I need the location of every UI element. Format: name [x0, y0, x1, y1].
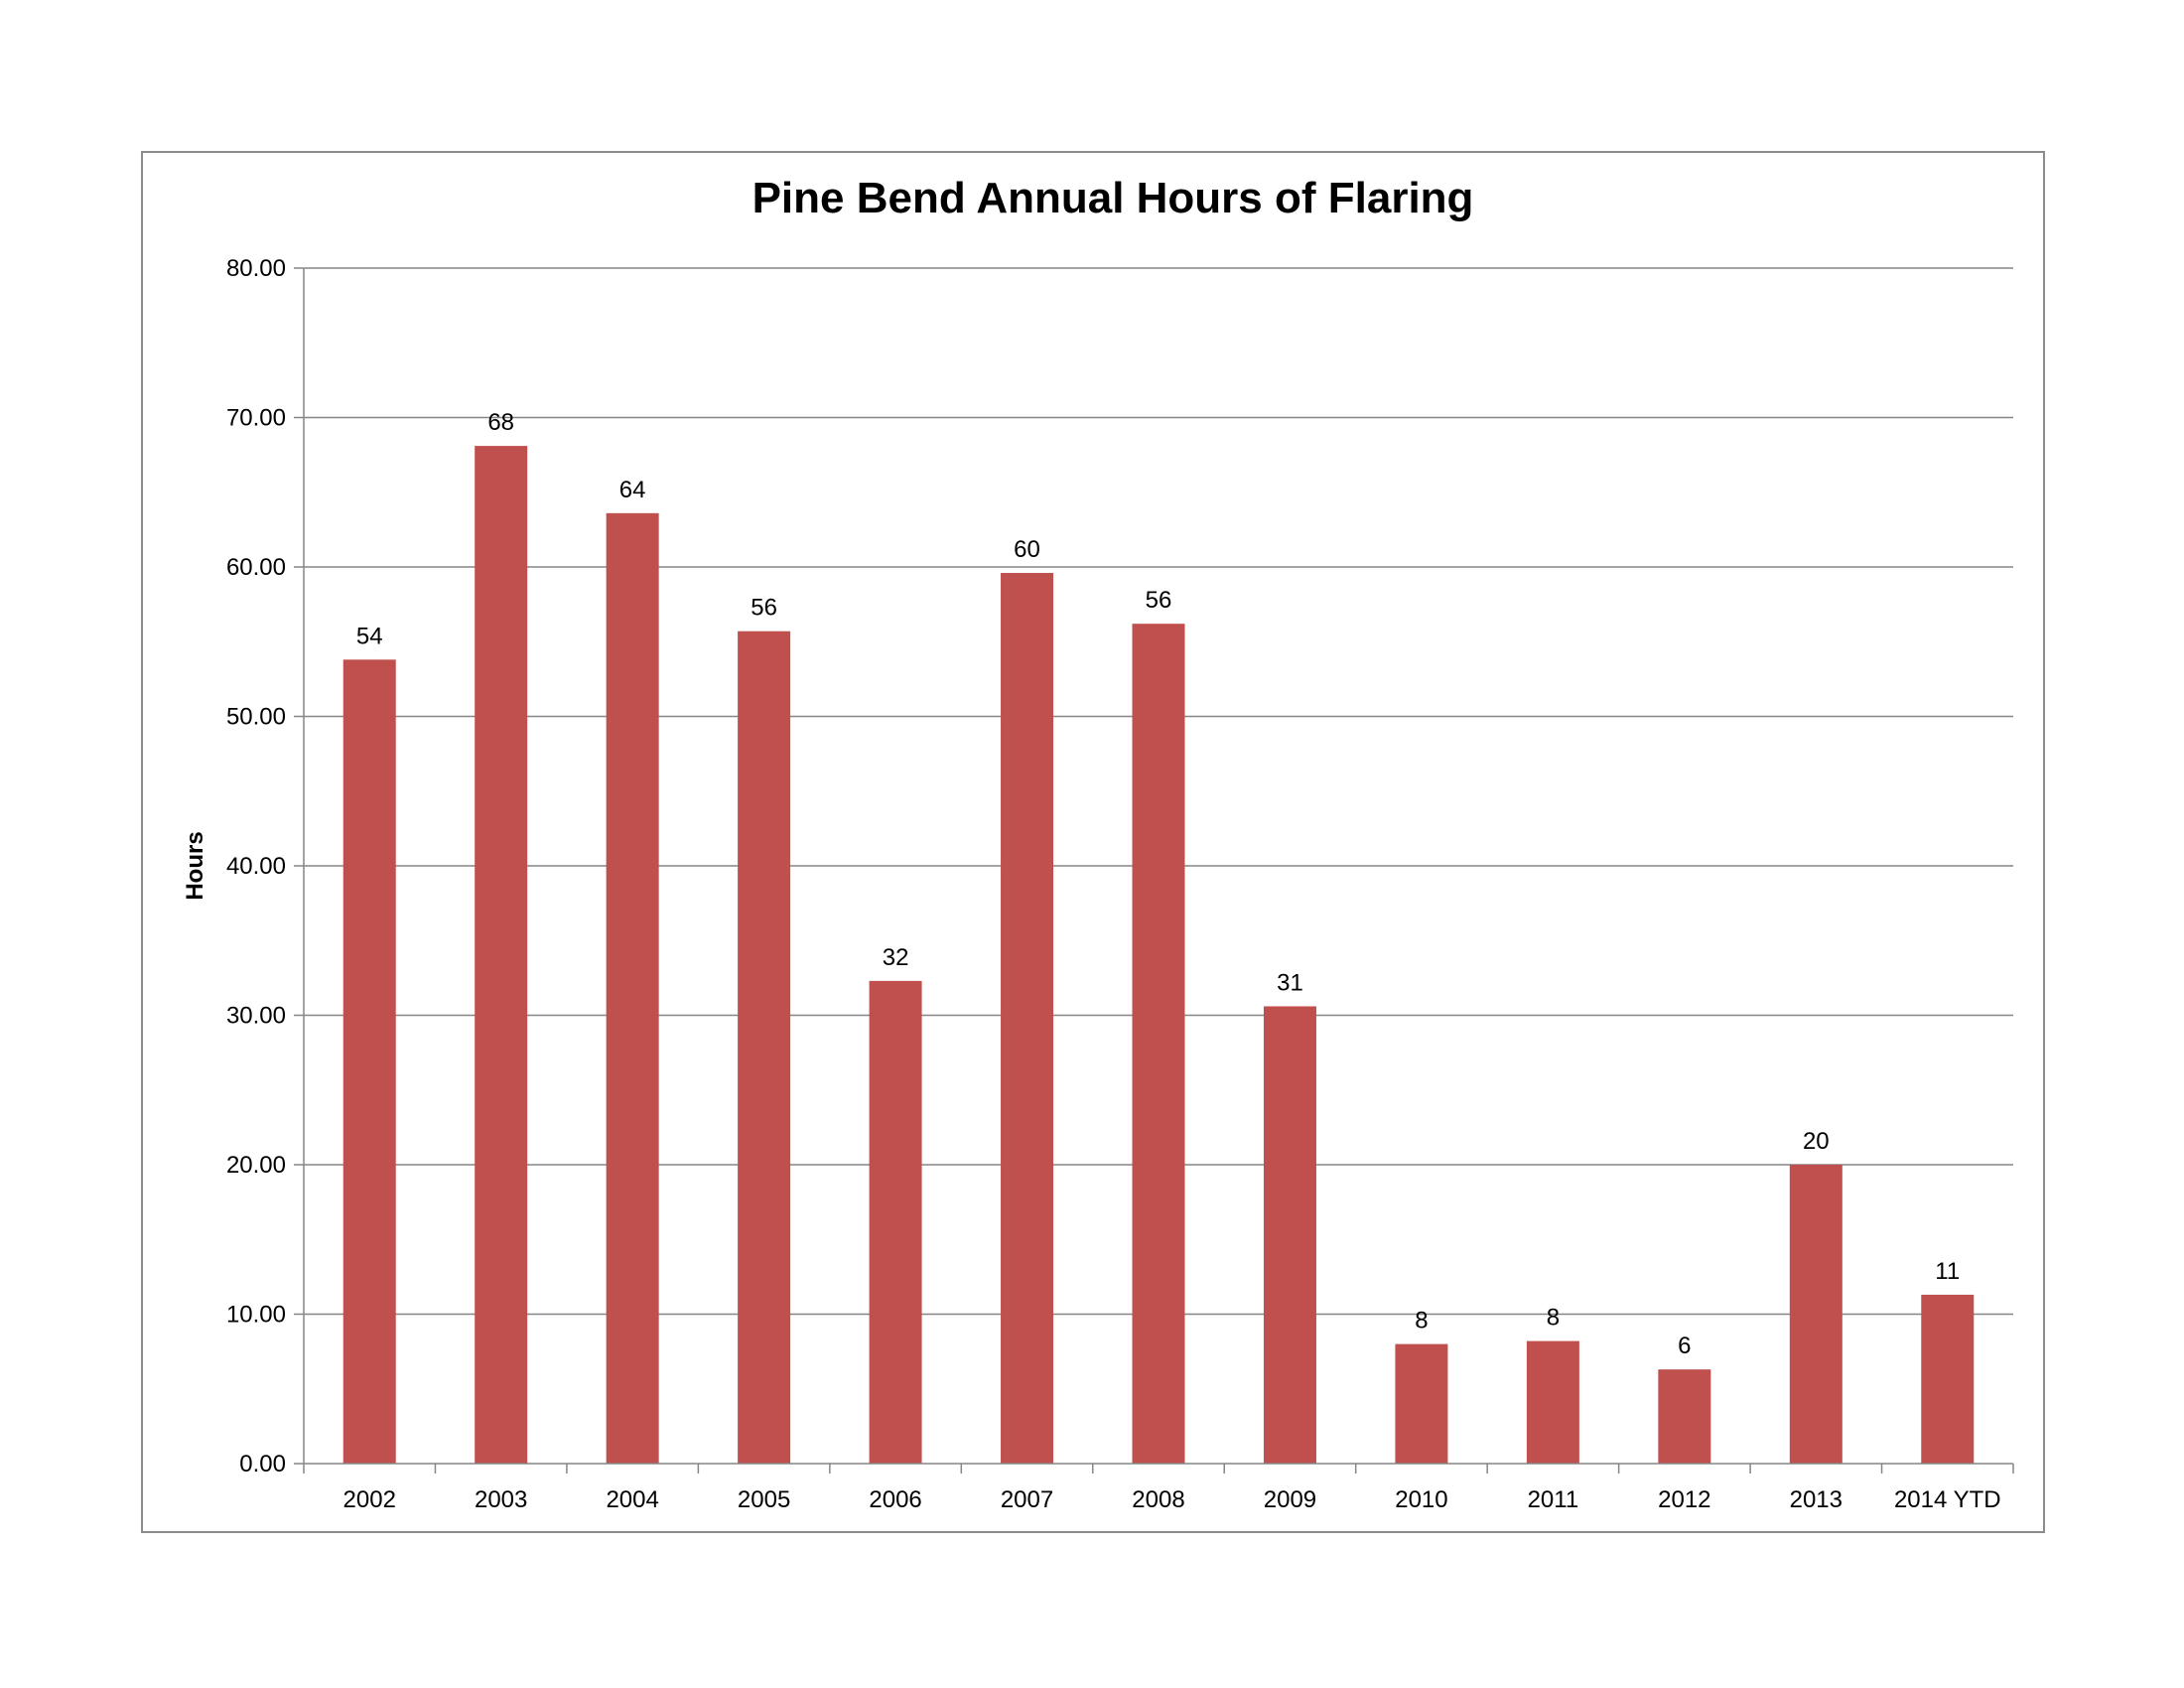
data-label: 32 [883, 944, 909, 971]
data-label: 8 [1547, 1305, 1560, 1332]
data-label: 68 [487, 409, 514, 436]
y-tick-label: 40.00 [226, 853, 286, 880]
bars [342, 446, 1975, 1465]
x-tick-label: 2003 [475, 1486, 527, 1513]
x-tick-labels: 2002 2003 2004 2005 2006 2007 2008 2009 2010 2011… [343, 1486, 2001, 1513]
data-label: 64 [619, 477, 646, 503]
data-label: 20 [1803, 1128, 1830, 1155]
x-tick-label: 2004 [606, 1486, 658, 1513]
bar-2007 [1001, 573, 1054, 1464]
bar-2003 [475, 446, 528, 1465]
y-tick-label: 10.00 [226, 1302, 286, 1329]
bar-2013 [1789, 1165, 1843, 1464]
bar-2011 [1526, 1340, 1579, 1464]
y-axis-title: Hours [182, 831, 208, 900]
bar-2002 [342, 659, 396, 1464]
bar-2014-ytd [1921, 1294, 1975, 1464]
axes [294, 267, 2014, 1474]
bar-2006 [869, 980, 922, 1464]
data-label: 8 [1415, 1308, 1428, 1335]
bar-2010 [1395, 1343, 1448, 1464]
y-tick-label: 0.00 [239, 1451, 286, 1477]
data-labels: 54 68 64 56 32 60 56 31 8 8 6 20 11 [356, 409, 1960, 1359]
bar-2005 [738, 631, 791, 1464]
x-tick-label: 2009 [1264, 1486, 1316, 1513]
bar-2004 [606, 512, 659, 1464]
x-tick-label: 2011 [1528, 1486, 1579, 1513]
data-label: 6 [1678, 1333, 1691, 1359]
y-tick-label: 70.00 [226, 405, 286, 432]
x-tick-label: 2012 [1658, 1486, 1710, 1513]
y-tick-label: 60.00 [226, 554, 286, 581]
data-label: 56 [1146, 587, 1172, 614]
x-tick-label: 2008 [1132, 1486, 1184, 1513]
chart-frame: Pine Bend Annual Hours of Flaring Hours … [141, 151, 2045, 1533]
y-tick-label: 80.00 [226, 255, 286, 282]
y-tick-labels: 0.00 10.00 20.00 30.00 40.00 50.00 60.00 70.00 8… [226, 255, 286, 1477]
x-tick-label: 2002 [343, 1486, 396, 1513]
data-label: 11 [1935, 1258, 1960, 1285]
x-tick-label: 2013 [1790, 1486, 1843, 1513]
x-tick-label: 2010 [1395, 1486, 1447, 1513]
x-tick-label: 2007 [1001, 1486, 1053, 1513]
y-tick-label: 50.00 [226, 704, 286, 731]
data-label: 60 [1014, 536, 1040, 563]
data-label: 54 [356, 623, 383, 649]
data-label: 56 [751, 595, 777, 622]
bar-2012 [1658, 1369, 1711, 1464]
y-tick-label: 20.00 [226, 1152, 286, 1179]
chart-title: Pine Bend Annual Hours of Flaring [752, 174, 1474, 222]
x-tick-label: 2006 [869, 1486, 921, 1513]
x-tick-label: 2005 [738, 1486, 790, 1513]
y-tick-label: 30.00 [226, 1003, 286, 1030]
x-tick-label: 2014 YTD [1894, 1486, 2001, 1513]
data-label: 31 [1277, 969, 1303, 996]
bar-2008 [1132, 624, 1185, 1464]
chart: Pine Bend Annual Hours of Flaring Hours … [182, 174, 2014, 1513]
bar-2009 [1263, 1006, 1316, 1464]
